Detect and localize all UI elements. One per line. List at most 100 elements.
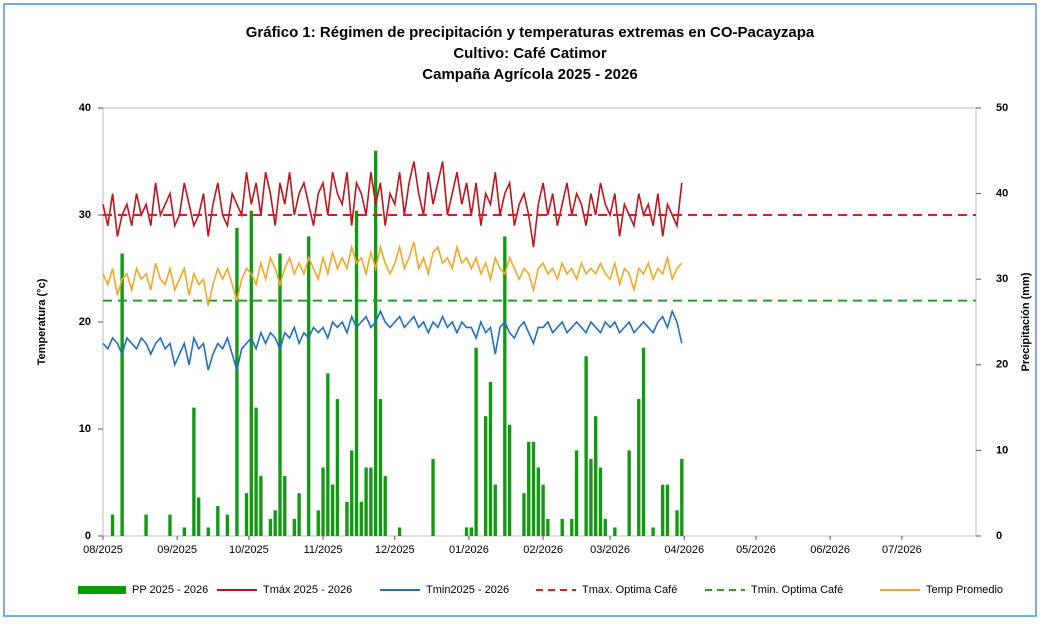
bar (316, 510, 320, 536)
chart-title: Campaña Agrícola 2025 - 2026 (422, 66, 637, 83)
line (102, 308, 683, 374)
bar (168, 514, 172, 536)
bar (292, 518, 297, 536)
legend-label: Tmáx 2025 - 2026 (263, 584, 352, 596)
y-tick-label: 0 (85, 530, 91, 542)
bar (378, 399, 383, 536)
bar (268, 518, 273, 536)
y2-tick-label: 0 (996, 530, 1002, 542)
x-tick-label: 04/2026 (664, 544, 704, 556)
legend-label: PP 2025 - 2026 (132, 584, 208, 596)
bar (273, 510, 277, 536)
legend-label: Tmin2025 - 2026 (426, 584, 509, 596)
bar (192, 407, 196, 536)
x-tick-label: 11/2025 (304, 544, 343, 556)
y-tick-label: 30 (79, 209, 91, 221)
bar (641, 347, 646, 536)
y2-tick-label: 40 (996, 188, 1008, 200)
x-tick-label: 03/2026 (590, 544, 630, 556)
bar (527, 441, 531, 536)
y2-tick-label: 30 (996, 273, 1008, 285)
bar (560, 518, 564, 536)
bar (603, 518, 607, 536)
bar (627, 450, 631, 536)
legend-label: Tmin. Optima Café (751, 584, 843, 596)
bar (359, 501, 363, 536)
bar (249, 210, 253, 536)
bar (335, 399, 340, 536)
bar (531, 441, 536, 536)
bar (503, 236, 507, 536)
bar (369, 467, 373, 536)
bar (330, 484, 335, 536)
bar (493, 484, 497, 536)
x-tick-label: 05/2026 (736, 544, 776, 556)
bar (507, 424, 512, 536)
bar (589, 458, 593, 536)
bar (120, 253, 124, 536)
bar (216, 506, 220, 536)
bar (546, 518, 550, 536)
bar (364, 467, 368, 536)
x-tick-label: 01/2026 (449, 544, 489, 556)
bar (350, 450, 354, 536)
bar (383, 476, 387, 536)
chart-title: Cultivo: Café Catimor (453, 45, 607, 62)
bar (661, 484, 665, 536)
bar (665, 484, 670, 536)
bar (297, 493, 301, 536)
bar (196, 497, 201, 536)
y-tick-label: 10 (79, 423, 91, 435)
x-tick-label: 06/2026 (810, 544, 850, 556)
bar (536, 467, 540, 536)
bar (574, 450, 579, 536)
bar (307, 236, 311, 536)
bar (345, 501, 349, 536)
bar (469, 527, 474, 536)
bar (680, 458, 684, 536)
y-axis-label: Temperatura (°c) (36, 278, 48, 365)
bar (570, 518, 574, 536)
line (102, 241, 683, 307)
chart-title: Gráfico 1: Régimen de precipitación y te… (246, 24, 815, 41)
bar (259, 476, 263, 536)
bar (431, 458, 435, 536)
bar (474, 347, 478, 536)
legend-swatch (78, 586, 126, 594)
x-tick-label: 07/2026 (882, 544, 922, 556)
x-tick-label: 08/2025 (83, 544, 123, 556)
bar (110, 514, 115, 536)
bar (235, 227, 239, 536)
x-tick-label: 02/2026 (523, 544, 563, 556)
bar (488, 381, 493, 536)
bar (484, 416, 488, 536)
bar (321, 467, 325, 536)
bar (584, 356, 588, 536)
y2-tick-label: 20 (996, 359, 1008, 371)
bar (206, 527, 210, 536)
y-tick-label: 40 (79, 102, 91, 114)
bar (637, 399, 641, 536)
legend-label: Temp Promedio (926, 584, 1003, 596)
bar (464, 527, 469, 536)
bar (144, 514, 148, 536)
x-tick-label: 09/2025 (157, 544, 197, 556)
x-tick-label: 12/2025 (375, 544, 415, 556)
bar (675, 510, 679, 536)
bar (254, 407, 258, 536)
legend-label: Tmax. Optima Café (582, 584, 677, 596)
bar (278, 253, 282, 536)
y-tick-label: 20 (79, 316, 91, 328)
bar (244, 493, 249, 536)
bar (373, 150, 378, 537)
bar (326, 373, 330, 536)
bar (283, 476, 287, 536)
bar (397, 527, 402, 536)
bar (182, 527, 186, 536)
bar (651, 527, 655, 536)
x-tick-label: 10/2025 (229, 544, 269, 556)
y2-tick-label: 10 (996, 444, 1008, 456)
bar (225, 514, 230, 536)
